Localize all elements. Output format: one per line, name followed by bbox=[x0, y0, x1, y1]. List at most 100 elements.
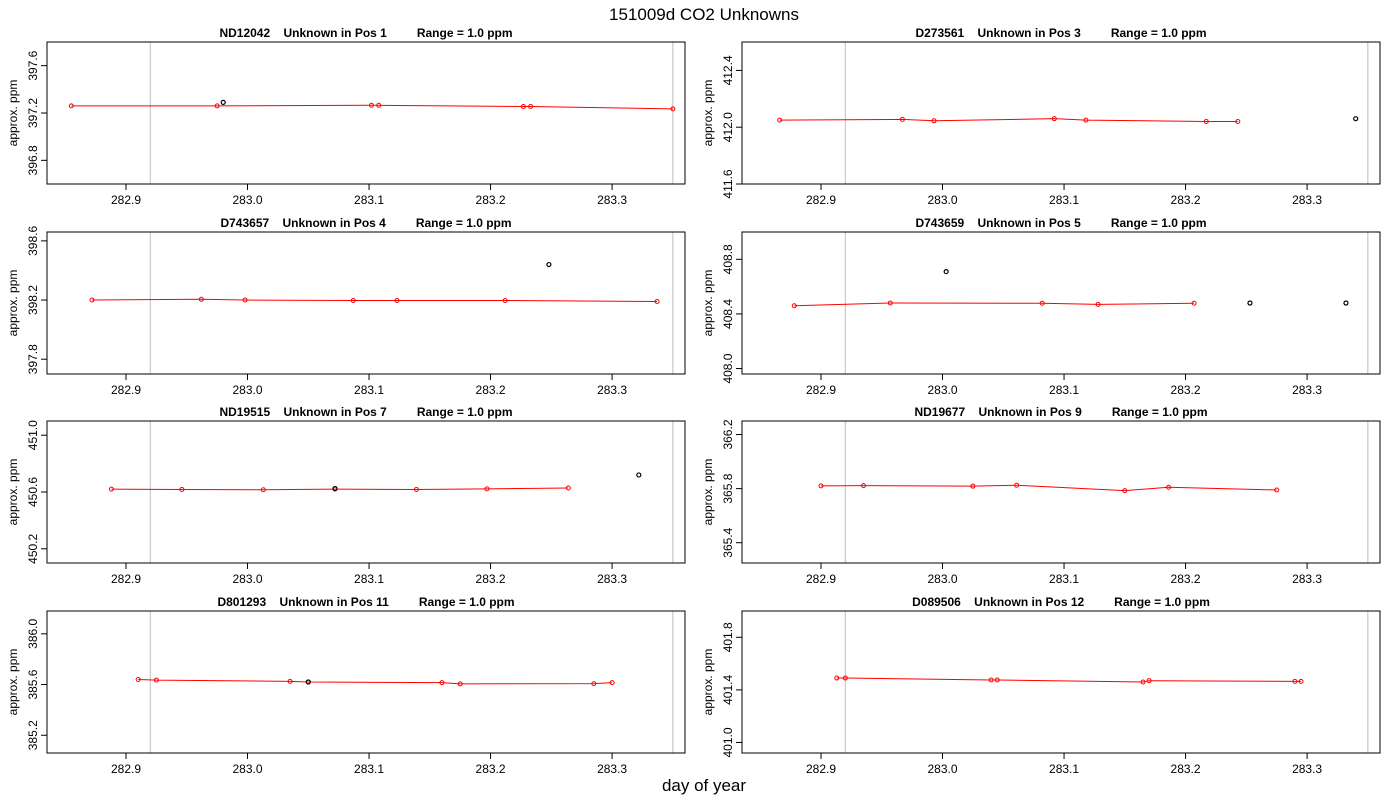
plot-frame bbox=[741, 610, 1381, 754]
data-point bbox=[376, 102, 382, 108]
y-tick-label: 385.6 bbox=[26, 669, 40, 699]
y-axis-label: approx. ppm bbox=[6, 459, 20, 526]
data-point bbox=[899, 116, 905, 122]
data-point bbox=[861, 483, 867, 489]
data-point bbox=[834, 675, 840, 681]
x-tick-label: 283.2 bbox=[1171, 193, 1201, 207]
series-line bbox=[836, 677, 1302, 683]
data-point bbox=[1014, 482, 1020, 488]
data-point bbox=[68, 103, 74, 109]
y-tick-label: 365.4 bbox=[721, 527, 735, 557]
data-point bbox=[1191, 300, 1197, 306]
panel-grid: ND12042 Unknown in Pos 1 Range = 1.0 ppm… bbox=[6, 26, 1381, 776]
data-point bbox=[457, 681, 463, 687]
x-tick-label: 283.2 bbox=[1171, 762, 1201, 776]
y-axis-label: approx. ppm bbox=[6, 270, 20, 337]
data-point bbox=[179, 486, 185, 492]
panel-3: D743657 Unknown in Pos 4 Range = 1.0 ppm… bbox=[6, 216, 686, 397]
x-tick-label: 283.3 bbox=[1292, 762, 1322, 776]
y-tick-label: 397.6 bbox=[26, 50, 40, 80]
x-tick-label: 283.2 bbox=[476, 762, 506, 776]
panel-title: D801293 Unknown in Pos 11 Range = 1.0 pp… bbox=[217, 595, 514, 609]
data-point bbox=[260, 487, 266, 493]
y-axis-label: approx. ppm bbox=[6, 649, 20, 716]
panel-title: ND19515 Unknown in Pos 7 Range = 1.0 ppm bbox=[219, 405, 512, 419]
data-point bbox=[1235, 119, 1241, 125]
panel-6: ND19677 Unknown in Pos 9 Range = 1.0 ppm… bbox=[701, 405, 1381, 586]
panel-title: D743659 Unknown in Pos 5 Range = 1.0 ppm bbox=[915, 216, 1206, 230]
data-point bbox=[1166, 484, 1172, 490]
y-tick-label: 451.0 bbox=[26, 420, 40, 450]
x-tick-label: 283.2 bbox=[1171, 572, 1201, 586]
x-tick-label: 283.1 bbox=[1049, 762, 1079, 776]
plot-frame bbox=[741, 231, 1381, 375]
y-tick-label: 398.2 bbox=[26, 285, 40, 315]
flagged-point bbox=[1343, 300, 1349, 306]
data-point bbox=[1051, 116, 1057, 122]
series-line bbox=[111, 487, 569, 491]
y-axis-label: approx. ppm bbox=[6, 80, 20, 147]
data-point bbox=[988, 677, 994, 683]
x-tick-label: 282.9 bbox=[806, 762, 836, 776]
x-tick-label: 282.9 bbox=[806, 383, 836, 397]
y-axis-label: approx. ppm bbox=[701, 270, 715, 337]
data-point bbox=[818, 483, 824, 489]
x-tick-label: 282.9 bbox=[111, 193, 141, 207]
y-tick-label: 401.0 bbox=[721, 727, 735, 757]
y-tick-label: 385.2 bbox=[26, 720, 40, 750]
x-tick-label: 282.9 bbox=[111, 762, 141, 776]
flagged-point bbox=[943, 268, 949, 275]
x-tick-label: 283.1 bbox=[354, 572, 384, 586]
series-line bbox=[91, 298, 658, 303]
x-tick-label: 283.1 bbox=[354, 383, 384, 397]
data-point bbox=[287, 678, 293, 684]
x-tick-label: 283.2 bbox=[476, 572, 506, 586]
panel-title: D089506 Unknown in Pos 12 Range = 1.0 pp… bbox=[912, 595, 1210, 609]
data-point bbox=[1140, 679, 1146, 685]
panel-2: D273561 Unknown in Pos 3 Range = 1.0 ppm… bbox=[701, 26, 1381, 207]
data-point bbox=[791, 303, 797, 309]
data-point bbox=[994, 677, 1000, 683]
x-tick-label: 283.3 bbox=[1292, 193, 1322, 207]
x-tick-label: 283.2 bbox=[476, 383, 506, 397]
y-tick-label: 450.6 bbox=[26, 477, 40, 507]
plot-frame bbox=[46, 610, 686, 754]
data-point bbox=[1298, 678, 1304, 684]
panel-8: D089506 Unknown in Pos 12 Range = 1.0 pp… bbox=[701, 595, 1381, 776]
plot-frame bbox=[46, 420, 686, 564]
series-line bbox=[820, 484, 1277, 492]
panel-title: D273561 Unknown in Pos 3 Range = 1.0 ppm bbox=[915, 26, 1206, 40]
x-tick-label: 283.0 bbox=[927, 383, 957, 397]
data-point bbox=[242, 297, 248, 303]
data-point bbox=[1146, 678, 1152, 684]
data-point bbox=[931, 118, 937, 124]
y-tick-label: 397.8 bbox=[26, 344, 40, 374]
plot-frame bbox=[46, 231, 686, 375]
y-axis-label: approx. ppm bbox=[701, 459, 715, 526]
series-line bbox=[779, 118, 1238, 123]
plot-frame bbox=[46, 41, 686, 185]
data-point bbox=[565, 485, 571, 491]
data-point bbox=[1203, 119, 1209, 125]
x-tick-label: 283.0 bbox=[927, 762, 957, 776]
data-point bbox=[1292, 678, 1298, 684]
data-point bbox=[654, 299, 660, 305]
y-tick-label: 401.8 bbox=[721, 622, 735, 652]
panel-title: ND12042 Unknown in Pos 1 Range = 1.0 ppm bbox=[219, 26, 512, 40]
data-point bbox=[777, 117, 783, 123]
data-point bbox=[89, 297, 95, 303]
flagged-point bbox=[1353, 116, 1359, 122]
series-line bbox=[794, 302, 1195, 307]
data-point bbox=[484, 486, 490, 492]
data-point bbox=[591, 681, 597, 687]
x-tick-label: 283.3 bbox=[597, 193, 627, 207]
data-point bbox=[350, 297, 356, 303]
x-tick-label: 283.0 bbox=[927, 572, 957, 586]
y-tick-label: 412.4 bbox=[721, 55, 735, 85]
x-tick-label: 283.1 bbox=[1049, 572, 1079, 586]
data-point bbox=[394, 297, 400, 303]
data-point bbox=[198, 296, 204, 302]
flagged-point bbox=[546, 261, 552, 268]
data-point bbox=[520, 103, 526, 109]
